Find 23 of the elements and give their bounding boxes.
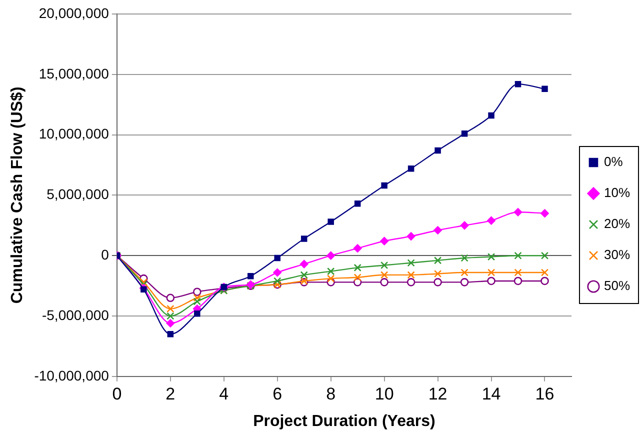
y-tick-label: 10,000,000 <box>38 126 110 142</box>
x-tick-label: 4 <box>219 384 229 404</box>
y-tick-label: 20,000,000 <box>38 4 110 21</box>
legend-label: 0% <box>604 154 624 170</box>
legend-label: 50% <box>604 278 630 294</box>
x-tick-label: 16 <box>535 384 554 404</box>
x-tick-label: 2 <box>166 384 176 404</box>
y-tick-label: -10,000,000 <box>34 367 110 384</box>
y-tick-label: 15,000,000 <box>38 65 110 82</box>
x-tick-label: 14 <box>482 384 501 404</box>
x-tick-label: 8 <box>326 384 336 404</box>
x-tick-label: 10 <box>374 384 394 404</box>
legend-label: 20% <box>604 216 630 232</box>
x-tick-label: 12 <box>428 384 448 404</box>
legend-label: 30% <box>604 247 630 262</box>
y-axis-title: Cumulative Cash Flow (US$) <box>9 86 26 304</box>
y-tick-label: -5,000,000 <box>42 306 110 323</box>
legend-label: 10% <box>604 185 630 200</box>
x-tick-label: 0 <box>112 384 122 404</box>
y-tick-label: 0 <box>101 246 110 262</box>
x-axis-title: Project Duration (Years) <box>253 412 436 430</box>
y-tick-label: 5,000,000 <box>46 186 110 202</box>
x-tick-label: 6 <box>272 384 282 404</box>
